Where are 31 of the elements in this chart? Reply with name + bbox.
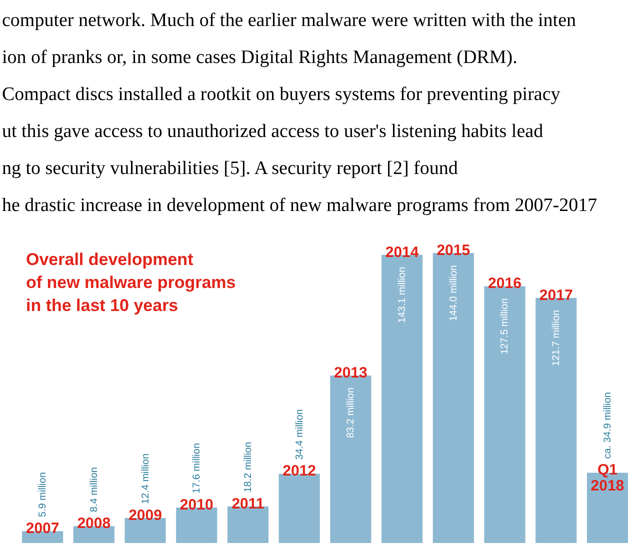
data-label: 18.2 million (242, 442, 254, 492)
data-label: 83.2 million (346, 387, 357, 438)
data-label: 34.4 million (294, 409, 306, 460)
x-tick-label: 2014 (385, 244, 420, 261)
x-tick-label: 2012 (282, 462, 316, 480)
text: Compact discs installed a rootkit on buyers systems for preventing piracy (2, 84, 561, 105)
text: ion of pranks or, in some cases Digital Rights Management (DRM). (2, 47, 518, 68)
data-label: 143.1 million (397, 266, 408, 323)
data-label: 5.9 million (38, 472, 49, 518)
x-tick-label: 2009 (128, 507, 162, 524)
x-tick-label: 2016 (488, 275, 522, 292)
data-label: ca. 34.9 million (602, 392, 614, 459)
text: he drastic increase in development of new malware programs from 2007-2017 (2, 195, 598, 216)
x-tick-label: 2010 (180, 496, 214, 514)
text: Overall development of new malware programs in the last 10 years (26, 250, 236, 315)
data-label: 17.6 million (192, 442, 203, 494)
data-label: 12.4 million (140, 453, 152, 504)
text: ng to security vulnerabilities [5]. A security report [2] found (2, 158, 458, 179)
data-label: 144.0 million (448, 265, 460, 322)
x-tick-label: 2013 (334, 364, 368, 382)
text: ut this gave access to unauthorized access to user's listening habits lead (2, 121, 544, 142)
data-label: 121.7 million (551, 310, 562, 366)
text: computer network. Much of the earlier malware were written with the inten (2, 10, 577, 31)
x-tick-label: 2008 (77, 515, 111, 532)
x-tick-label: Q1 2018 (590, 462, 624, 495)
data-label: 127.5 million (500, 298, 511, 354)
x-tick-label: 2015 (436, 242, 470, 259)
x-tick-label: 2017 (539, 286, 573, 304)
x-tick-label: 2007 (26, 520, 60, 538)
data-label: 8.4 million (88, 467, 100, 512)
x-tick-label: 2011 (232, 495, 264, 512)
